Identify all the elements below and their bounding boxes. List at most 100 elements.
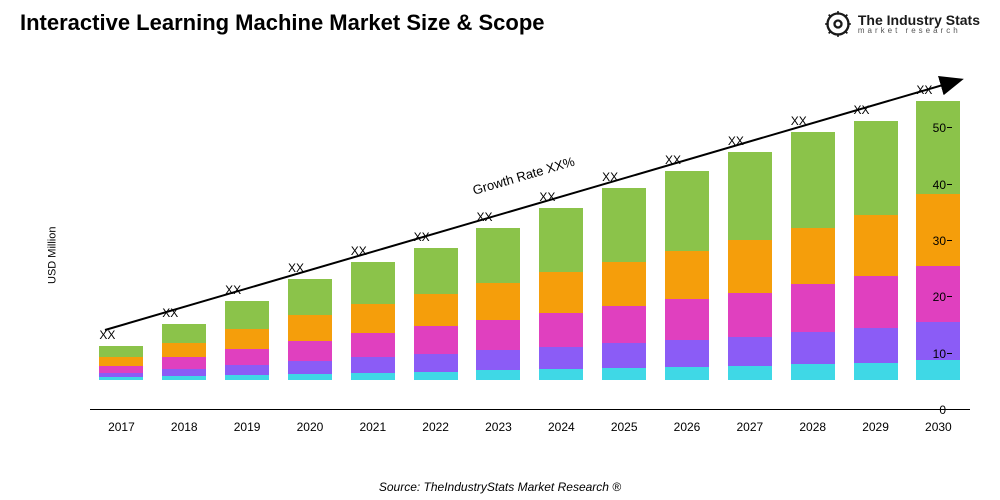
bar-value-label: XX — [288, 261, 304, 275]
chart-area: USD Million XXXXXXXXXXXXXXXXXXXXXXXXXXXX… — [70, 70, 970, 440]
bar-stack: XX — [162, 324, 206, 380]
bar-segment — [99, 346, 143, 357]
bar-segment — [414, 372, 458, 380]
bar-segment — [476, 228, 520, 283]
bar-segment — [351, 373, 395, 380]
bar-segment — [476, 283, 520, 320]
bar-stack: XX — [288, 279, 332, 380]
bar-segment — [225, 329, 269, 349]
bar-group: XX — [846, 121, 906, 380]
brand-logo: The Industry Stats market research — [824, 10, 980, 38]
bar-segment — [854, 121, 898, 216]
bar-segment — [288, 341, 332, 361]
y-tick-mark — [947, 409, 952, 410]
y-tick-label: 50 — [916, 121, 946, 135]
x-tick-label: 2020 — [280, 420, 340, 434]
bar-segment — [665, 171, 709, 250]
bar-segment — [602, 262, 646, 307]
bar-value-label: XX — [916, 83, 932, 97]
x-axis-line — [90, 409, 970, 410]
x-tick-label: 2019 — [217, 420, 277, 434]
bar-segment — [791, 228, 835, 284]
header: Interactive Learning Machine Market Size… — [0, 0, 1000, 38]
y-tick-label: 10 — [916, 347, 946, 361]
bar-segment — [854, 328, 898, 363]
bar-value-label: XX — [414, 230, 430, 244]
bar-segment — [351, 304, 395, 333]
bar-segment — [791, 132, 835, 228]
bar-stack: XX — [854, 121, 898, 380]
bar-segment — [665, 340, 709, 367]
y-tick-mark — [947, 296, 952, 297]
y-tick-label: 30 — [916, 234, 946, 248]
bar-segment — [288, 374, 332, 380]
bar-segment — [414, 294, 458, 327]
bar-segment — [539, 313, 583, 347]
gear-icon — [824, 10, 852, 38]
source-caption: Source: TheIndustryStats Market Research… — [0, 480, 1000, 494]
bar-stack: XX — [476, 228, 520, 380]
bar-segment — [288, 361, 332, 374]
bar-group: XX — [594, 188, 654, 380]
bar-stack: XX — [539, 208, 583, 380]
bar-value-label: XX — [665, 153, 681, 167]
bar-segment — [539, 272, 583, 313]
x-labels: 2017201820192020202120222023202420252026… — [90, 420, 970, 434]
bar-segment — [602, 188, 646, 261]
x-tick-label: 2024 — [531, 420, 591, 434]
bar-segment — [162, 324, 206, 344]
bar-segment — [476, 350, 520, 370]
bar-segment — [162, 343, 206, 357]
x-tick-label: 2023 — [468, 420, 528, 434]
y-tick-mark — [947, 353, 952, 354]
bar-value-label: XX — [225, 283, 241, 297]
bar-stack: XX — [665, 171, 709, 380]
logo-main-text: The Industry Stats — [858, 13, 980, 27]
x-tick-label: 2030 — [908, 420, 968, 434]
bar-stack: XX — [602, 188, 646, 380]
bar-segment — [854, 363, 898, 380]
bar-segment — [288, 315, 332, 340]
bar-segment — [288, 279, 332, 316]
x-tick-label: 2026 — [657, 420, 717, 434]
bar-segment — [728, 366, 772, 380]
bar-group: XX — [531, 208, 591, 380]
bar-stack: XX — [728, 152, 772, 380]
bar-group: XX — [720, 152, 780, 380]
bar-segment — [225, 301, 269, 329]
bar-segment — [728, 293, 772, 337]
bar-segment — [791, 332, 835, 364]
bar-segment — [225, 365, 269, 375]
bar-segment — [476, 320, 520, 350]
logo-text: The Industry Stats market research — [858, 13, 980, 35]
bar-segment — [602, 368, 646, 380]
bar-stack: XX — [791, 132, 835, 380]
y-axis-label: USD Million — [47, 227, 59, 284]
bar-segment — [414, 354, 458, 372]
bar-segment — [791, 284, 835, 332]
bars-container: XXXXXXXXXXXXXXXXXXXXXXXXXXXX — [90, 70, 970, 380]
bar-value-label: XX — [602, 170, 618, 184]
bar-segment — [791, 364, 835, 380]
bar-group: XX — [468, 228, 528, 380]
bar-segment — [854, 215, 898, 275]
y-tick-mark — [947, 240, 952, 241]
bar-value-label: XX — [728, 134, 744, 148]
bar-group: XX — [657, 171, 717, 380]
y-tick-mark — [947, 127, 952, 128]
chart-title: Interactive Learning Machine Market Size… — [20, 10, 545, 36]
bar-segment — [99, 366, 143, 373]
logo-sub-text: market research — [858, 27, 980, 35]
bar-segment — [225, 375, 269, 380]
bar-segment — [728, 240, 772, 292]
bar-stack: XX — [351, 262, 395, 380]
y-tick-label: 40 — [916, 178, 946, 192]
x-tick-label: 2017 — [91, 420, 151, 434]
bar-group: XX — [154, 324, 214, 380]
bar-segment — [414, 326, 458, 353]
bar-segment — [162, 369, 206, 376]
bar-segment — [539, 369, 583, 380]
bar-segment — [162, 357, 206, 368]
bar-segment — [602, 343, 646, 368]
x-tick-label: 2027 — [720, 420, 780, 434]
